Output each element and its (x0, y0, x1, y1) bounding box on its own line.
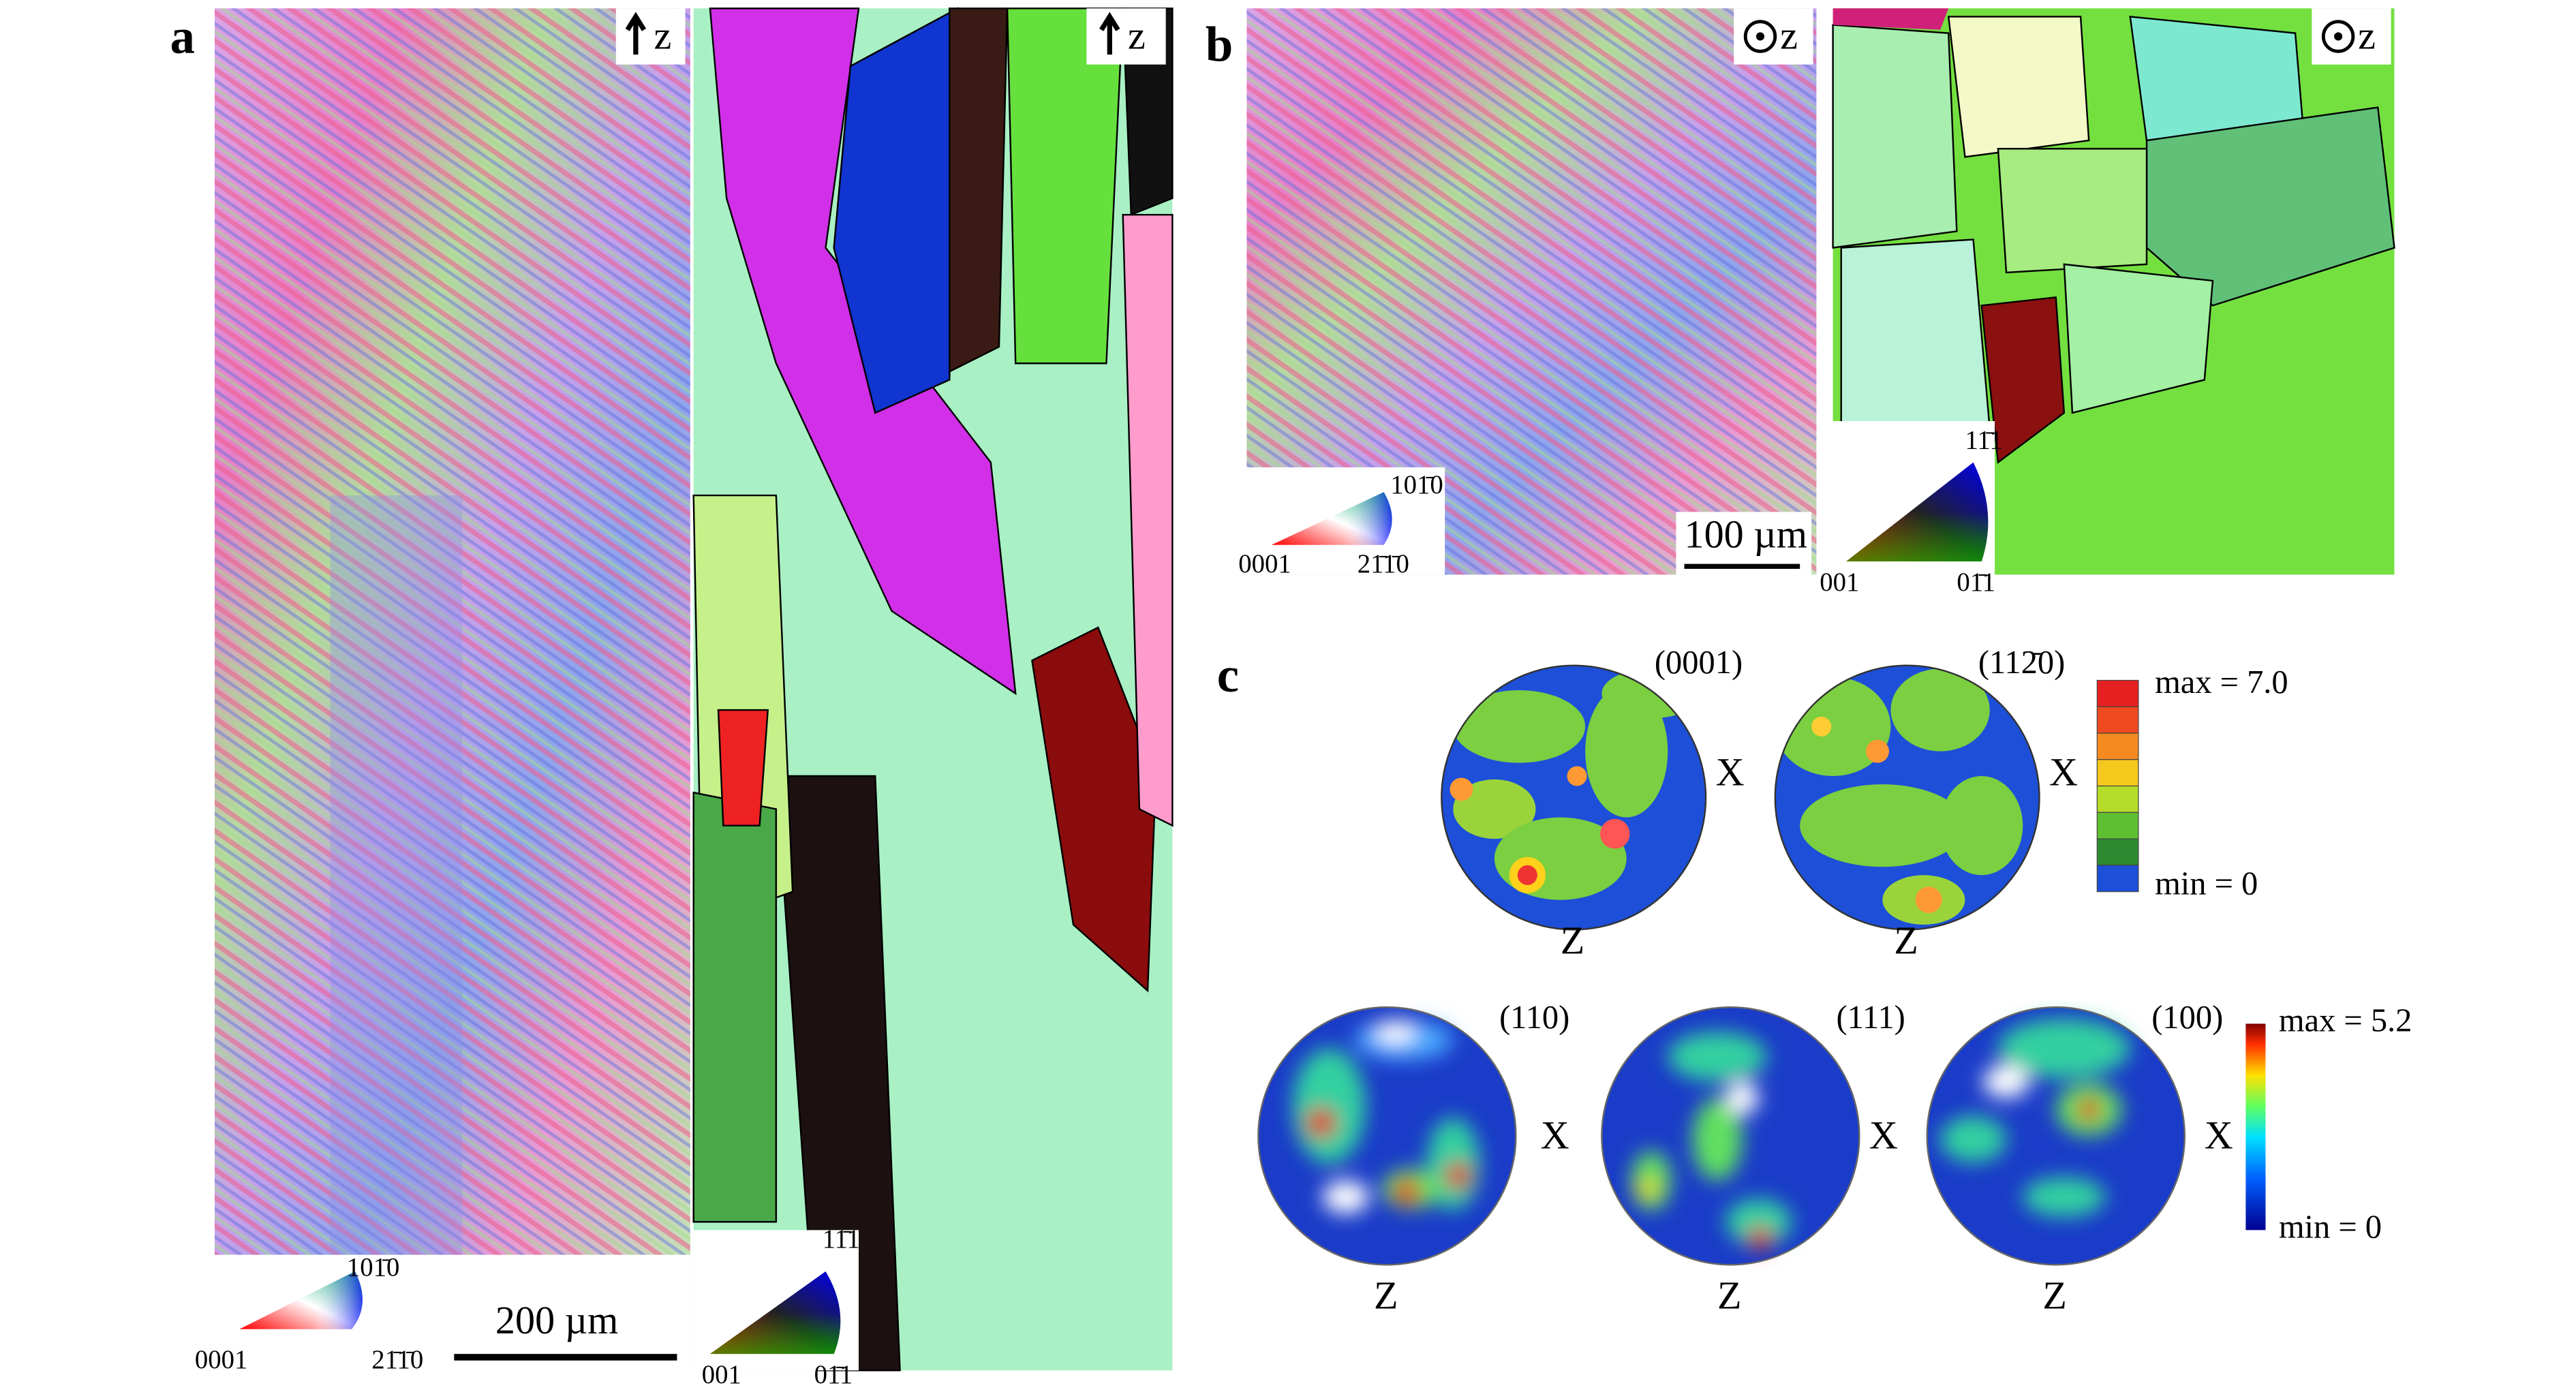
key-label: 21̄1̄0 (1358, 549, 1409, 578)
axis-label: Z (1374, 1273, 1398, 1317)
scale-min: min = 0 (2279, 1209, 2382, 1245)
scale-min: min = 0 (2155, 865, 2258, 901)
key-label: 001 (1820, 568, 1859, 597)
scale-max: max = 7.0 (2155, 664, 2288, 700)
key-label: 21̄1̄0 (371, 1345, 423, 1374)
out-of-plane-symbol (1743, 20, 1777, 53)
pole-figure (1774, 664, 2040, 931)
ipf-key (215, 1254, 438, 1371)
key-label: 101̄0 (1390, 470, 1443, 499)
axis-box (615, 8, 686, 65)
axis-label: z (654, 14, 672, 58)
panel-label: b (1206, 17, 1233, 72)
key-label: 001 (702, 1360, 741, 1389)
ipf-key (1235, 467, 1445, 575)
out-of-plane-symbol (1755, 32, 1765, 41)
panel-label: c (1217, 647, 1239, 702)
arrow (625, 12, 647, 55)
axis-label: Z (2042, 1273, 2067, 1317)
pole-figure (1257, 1006, 1517, 1266)
axis-label: X (1869, 1113, 1898, 1157)
plane-label: (110) (1499, 1000, 1569, 1036)
out-of-plane-symbol (2334, 32, 2343, 41)
key-label: 01̄1 (1957, 568, 1995, 597)
axis-label: z (1780, 14, 1798, 58)
key-label: 01̄1 (814, 1360, 853, 1389)
panel-label: a (170, 8, 195, 63)
color-scale (2245, 1023, 2266, 1231)
plane-label: (100) (2151, 1000, 2223, 1036)
key-label: 11̄1 (1965, 425, 2002, 454)
plane-label: (111) (1836, 1000, 1905, 1036)
axis-label: X (1541, 1113, 1569, 1157)
scale-bar-label: 100 µm (1685, 512, 1807, 556)
key-label: 0001 (1238, 549, 1291, 578)
axis-label: Z (1561, 918, 1585, 963)
pole-figure (1926, 1006, 2186, 1266)
scale-max: max = 5.2 (2279, 1003, 2412, 1039)
plane-label: (112̄0) (1978, 645, 2065, 681)
axis-label: Z (1717, 1273, 1742, 1317)
pole-figure (1441, 664, 1707, 931)
axis-box (1086, 8, 1166, 65)
out-of-plane-symbol (2321, 20, 2355, 53)
axis-label: z (1128, 14, 1146, 58)
ebsd-map (692, 7, 1174, 1372)
plane-label: (0001) (1655, 645, 1743, 681)
arrow (1099, 12, 1120, 55)
key-label: 11̄1 (823, 1224, 860, 1254)
key-label: 0001 (195, 1345, 248, 1374)
scale-bar-label: 200 µm (495, 1298, 618, 1342)
ipf-key (693, 1230, 859, 1371)
pole-figure (1601, 1006, 1860, 1266)
axis-label: X (2049, 749, 2078, 794)
key-label: 101̄0 (347, 1252, 400, 1282)
ipf-key (1824, 421, 1995, 595)
axis-label: X (1716, 749, 1745, 794)
axis-label: X (2205, 1113, 2233, 1157)
axis-label: Z (1894, 918, 1918, 963)
ebsd-map (215, 8, 690, 1255)
color-scale (2096, 679, 2139, 893)
scale-bar-box (438, 1254, 690, 1371)
axis-label: z (2358, 14, 2376, 58)
